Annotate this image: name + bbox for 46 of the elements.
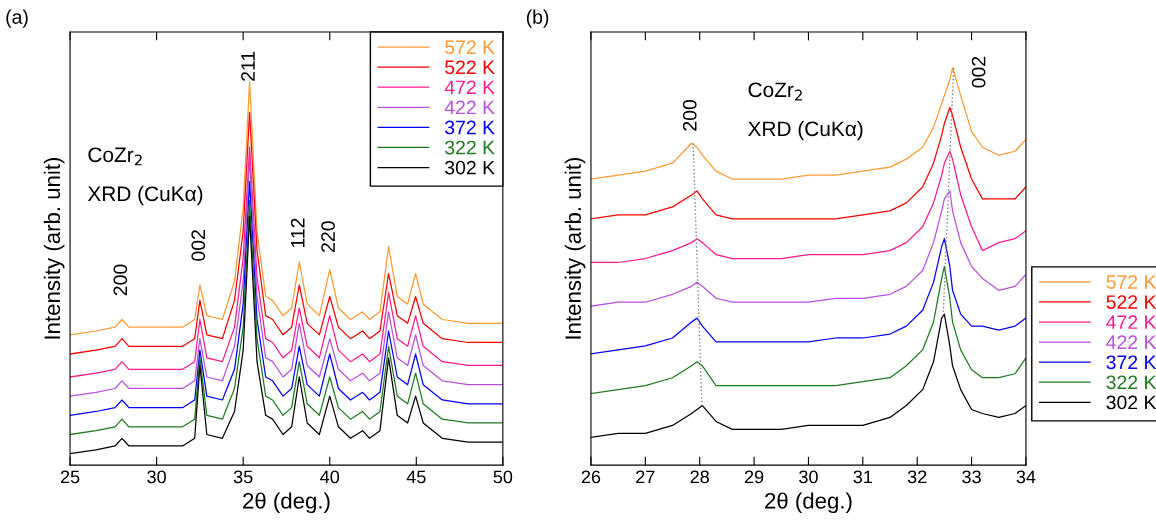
legend-label: 302 K <box>445 160 495 175</box>
legend-label: 372 K <box>445 120 495 135</box>
legend-label: 472 K <box>1106 315 1156 329</box>
x-tick-label: 45 <box>406 470 426 484</box>
legend-label: 372 K <box>1106 355 1156 370</box>
legend-label: 572 K <box>445 40 495 55</box>
x-tick-label: 30 <box>147 470 166 484</box>
text: 211 <box>241 51 255 81</box>
annotation: CoZr$_{2}$ <box>748 82 802 101</box>
annotation: 002 <box>191 230 206 261</box>
x-tick-label: 31 <box>853 470 872 484</box>
legend-label: 572 K <box>1106 275 1156 289</box>
annotation: 220 <box>321 221 335 252</box>
legend-label: 322 K <box>445 140 495 155</box>
legend-label: 422 K <box>444 100 495 115</box>
legend-label: 522 K <box>445 60 495 75</box>
y-axis-title: Intensity (arb. unit) <box>564 157 586 339</box>
x-tick-label: 26 <box>581 470 601 484</box>
x-tick-label: 25 <box>60 470 80 484</box>
annotation: 200 <box>113 264 128 296</box>
chart-title: (a) <box>6 9 28 28</box>
annotation: XRD (CuKα) <box>748 120 863 141</box>
legend-label: 472 K <box>444 80 495 95</box>
y-axis-title: Intensity (arb. unit) <box>43 157 65 339</box>
x-tick-label: 32 <box>907 470 927 484</box>
legend-label: 322 K <box>1106 375 1156 390</box>
x-tick-label: 50 <box>493 470 513 484</box>
annotation: CoZr$_{2}$ <box>88 147 142 166</box>
x-tick-label: 27 <box>636 470 655 484</box>
annotation: 112 <box>290 218 305 248</box>
x-tick-label: 28 <box>690 470 709 484</box>
annotation: XRD (CuKα) <box>87 185 203 206</box>
x-tick-label: 34 <box>1016 470 1036 484</box>
chart-title: (b) <box>526 9 549 28</box>
x-tick-label: 35 <box>233 470 253 484</box>
x-tick-label: 40 <box>320 470 340 484</box>
x-tick-label: 33 <box>962 470 981 484</box>
annotation: 002 <box>971 56 986 88</box>
x-axis-title: 2θ (deg.) <box>765 492 852 514</box>
annotation: 200 <box>682 99 697 131</box>
legend-label: 522 K <box>1106 295 1156 309</box>
legend-label: 422 K <box>1106 335 1156 349</box>
x-tick-label: 30 <box>799 470 818 484</box>
x-tick-label: 29 <box>744 470 764 484</box>
x-axis-title: 2θ (deg.) <box>243 492 330 514</box>
legend-label: 302 K <box>1106 395 1156 410</box>
